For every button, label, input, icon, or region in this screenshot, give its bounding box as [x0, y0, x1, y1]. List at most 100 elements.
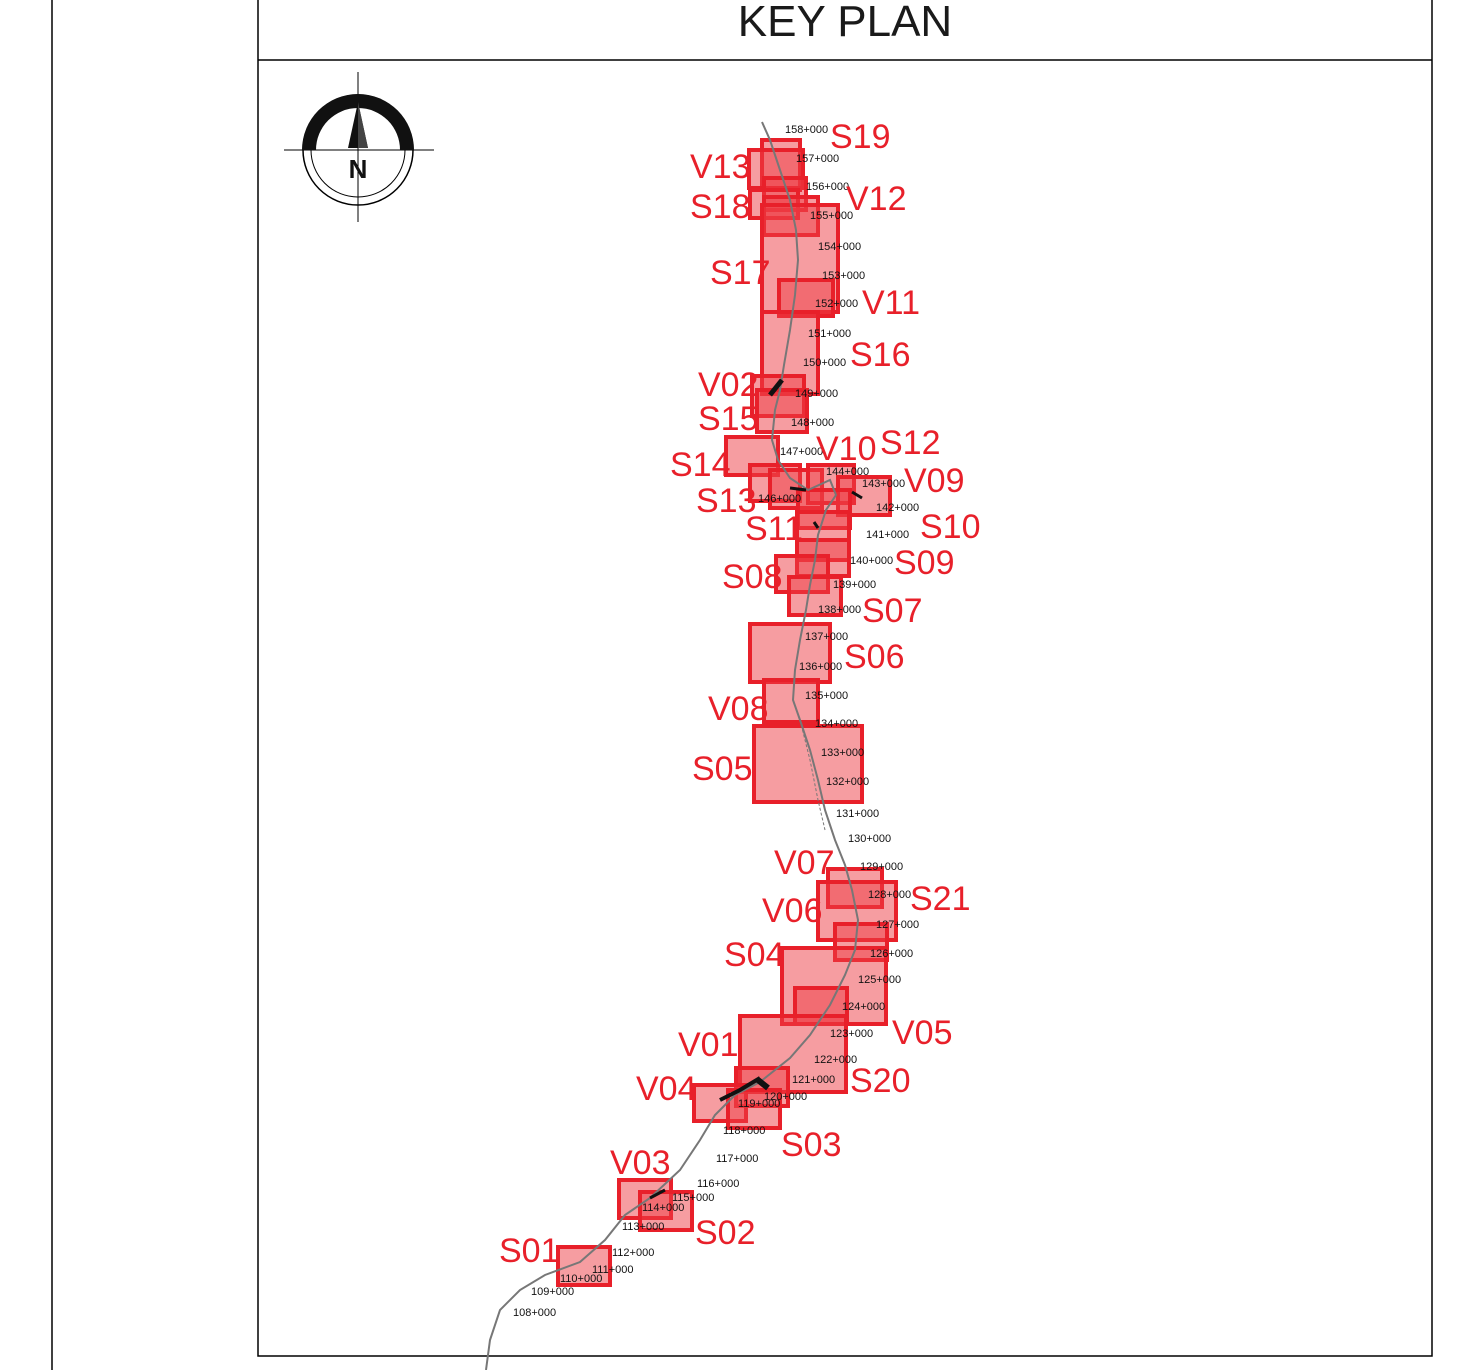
chainage-label: 129+000 [860, 861, 903, 873]
chainage-label: 124+000 [842, 1001, 885, 1013]
sheet-label-v09: V09 [904, 462, 965, 500]
chainage-label: 130+000 [848, 833, 891, 845]
area-s03 [726, 1088, 782, 1130]
sheet-label-s16: S16 [850, 336, 911, 374]
chainage-label: 144+000 [826, 466, 869, 478]
sheet-label-s03: S03 [781, 1126, 842, 1164]
chainage-label: 142+000 [876, 502, 919, 514]
chainage-label: 108+000 [513, 1307, 556, 1319]
chainage-label: 115+000 [672, 1192, 714, 1204]
chainage-label: 146+000 [758, 493, 801, 505]
chainage-label: 149+000 [795, 388, 838, 400]
chainage-label: 153+000 [822, 270, 865, 282]
sheet-label-v01: V01 [678, 1026, 739, 1064]
area-s15 [755, 388, 809, 434]
chainage-label: 134+000 [815, 718, 858, 730]
chainage-label: 143+000 [862, 478, 905, 490]
chainage-label: 139+000 [833, 579, 876, 591]
chainage-label: 151+000 [808, 328, 851, 340]
area-s05 [752, 724, 864, 804]
chainage-label: 113+000 [622, 1221, 664, 1233]
chainage-label: 121+000 [792, 1074, 835, 1086]
sheet-label-s06: S06 [844, 638, 905, 676]
sheet-label-s09: S09 [894, 544, 955, 582]
chainage-label: 137+000 [805, 631, 848, 643]
chainage-label: 138+000 [818, 604, 861, 616]
sheet-label-s01: S01 [499, 1232, 560, 1270]
sheet-label-v02: V02 [698, 366, 759, 404]
chainage-label: 141+000 [866, 529, 909, 541]
chainage-label: 110+000 [560, 1273, 602, 1285]
chainage-label: 150+000 [803, 357, 846, 369]
sheet-label-s19: S19 [830, 118, 891, 156]
chainage-label: 157+000 [796, 153, 839, 165]
key-plan-title: KEY PLAN [738, 0, 952, 46]
chainage-label: 136+000 [799, 661, 842, 673]
sheet-label-s07: S07 [862, 592, 923, 630]
sheet-label-v11: V11 [862, 284, 920, 322]
sheet-label-s05: S05 [692, 750, 753, 788]
chainage-label: 128+000 [868, 889, 911, 901]
chainage-label: 111+000 [592, 1264, 634, 1276]
chainage-label: 112+000 [612, 1247, 654, 1259]
sheet-label-v10: V10 [816, 430, 877, 468]
area-s01 [556, 1245, 612, 1287]
sheet-label-s02: S02 [695, 1214, 756, 1252]
chainage-label: 126+000 [870, 948, 913, 960]
north-letter: N [349, 154, 368, 184]
sheet-label-s10: S10 [920, 508, 981, 546]
sheet-label-v12: V12 [846, 180, 907, 218]
sheet-label-s12: S12 [880, 424, 941, 462]
chainage-label: 117+000 [716, 1153, 758, 1165]
sheet-label-s15: S15 [698, 400, 759, 438]
chainage-label: 133+000 [821, 747, 864, 759]
chainage-labels: 158+000 157+000 156+000 155+000 154+000 … [513, 124, 919, 1319]
chainage-label: 154+000 [818, 241, 861, 253]
chainage-label: 116+000 [697, 1178, 739, 1190]
sheet-label-s18: S18 [690, 188, 751, 226]
chainage-label: 120+000 [764, 1091, 807, 1103]
sheet-label-v05: V05 [892, 1014, 953, 1052]
chainage-label: 132+000 [826, 776, 869, 788]
chainage-label: 140+000 [850, 555, 893, 567]
chainage-label: 109+000 [531, 1286, 574, 1298]
chainage-label: 123+000 [830, 1028, 873, 1040]
key-plan-frame [257, 0, 1433, 1357]
north-arrow-icon: N [284, 72, 434, 222]
area-v08 [762, 678, 820, 724]
chainage-label: 119+000 [738, 1098, 780, 1110]
chainage-label: 155+000 [810, 210, 853, 222]
chainage-label: 122+000 [814, 1054, 857, 1066]
chainage-label: 148+000 [791, 417, 834, 429]
sheet-label-s20: S20 [850, 1062, 911, 1100]
sheet-label-v03: V03 [610, 1144, 671, 1182]
chainage-label: 131+000 [836, 808, 879, 820]
sheet-label-v13: V13 [690, 148, 751, 186]
sheet-label-s13: S13 [696, 482, 757, 520]
sheet-label-v06: V06 [762, 892, 823, 930]
sheet-label-v08: V08 [708, 690, 769, 728]
sheet-label-s04: S04 [724, 936, 785, 974]
sheet-label-s08: S08 [722, 558, 783, 596]
chainage-label: 125+000 [858, 974, 901, 986]
chainage-label: 152+000 [815, 298, 858, 310]
sheet-label-s21: S21 [910, 880, 971, 918]
sheet-label-s17: S17 [710, 254, 771, 292]
chainage-label: 147+000 [780, 446, 823, 458]
area-s06 [748, 622, 832, 684]
sheet-label-v04: V04 [636, 1070, 697, 1108]
chainage-label: 114+000 [642, 1202, 684, 1214]
sheet-label-s14: S14 [670, 446, 731, 484]
road-alignment [485, 121, 863, 1370]
chainage-label: 158+000 [785, 124, 828, 136]
sheet-labels: S19 V13 V12 S18 S17 V11 S16 V02 S15 S12 … [499, 118, 981, 1270]
sheet-label-s11: S11 [745, 510, 803, 548]
chainage-label: 127+000 [876, 919, 919, 931]
chainage-label: 118+000 [723, 1125, 765, 1137]
chainage-label: 135+000 [805, 690, 848, 702]
chainage-label: 156+000 [806, 181, 849, 193]
area-s07 [787, 575, 843, 617]
sheet-label-v07: V07 [774, 844, 835, 882]
